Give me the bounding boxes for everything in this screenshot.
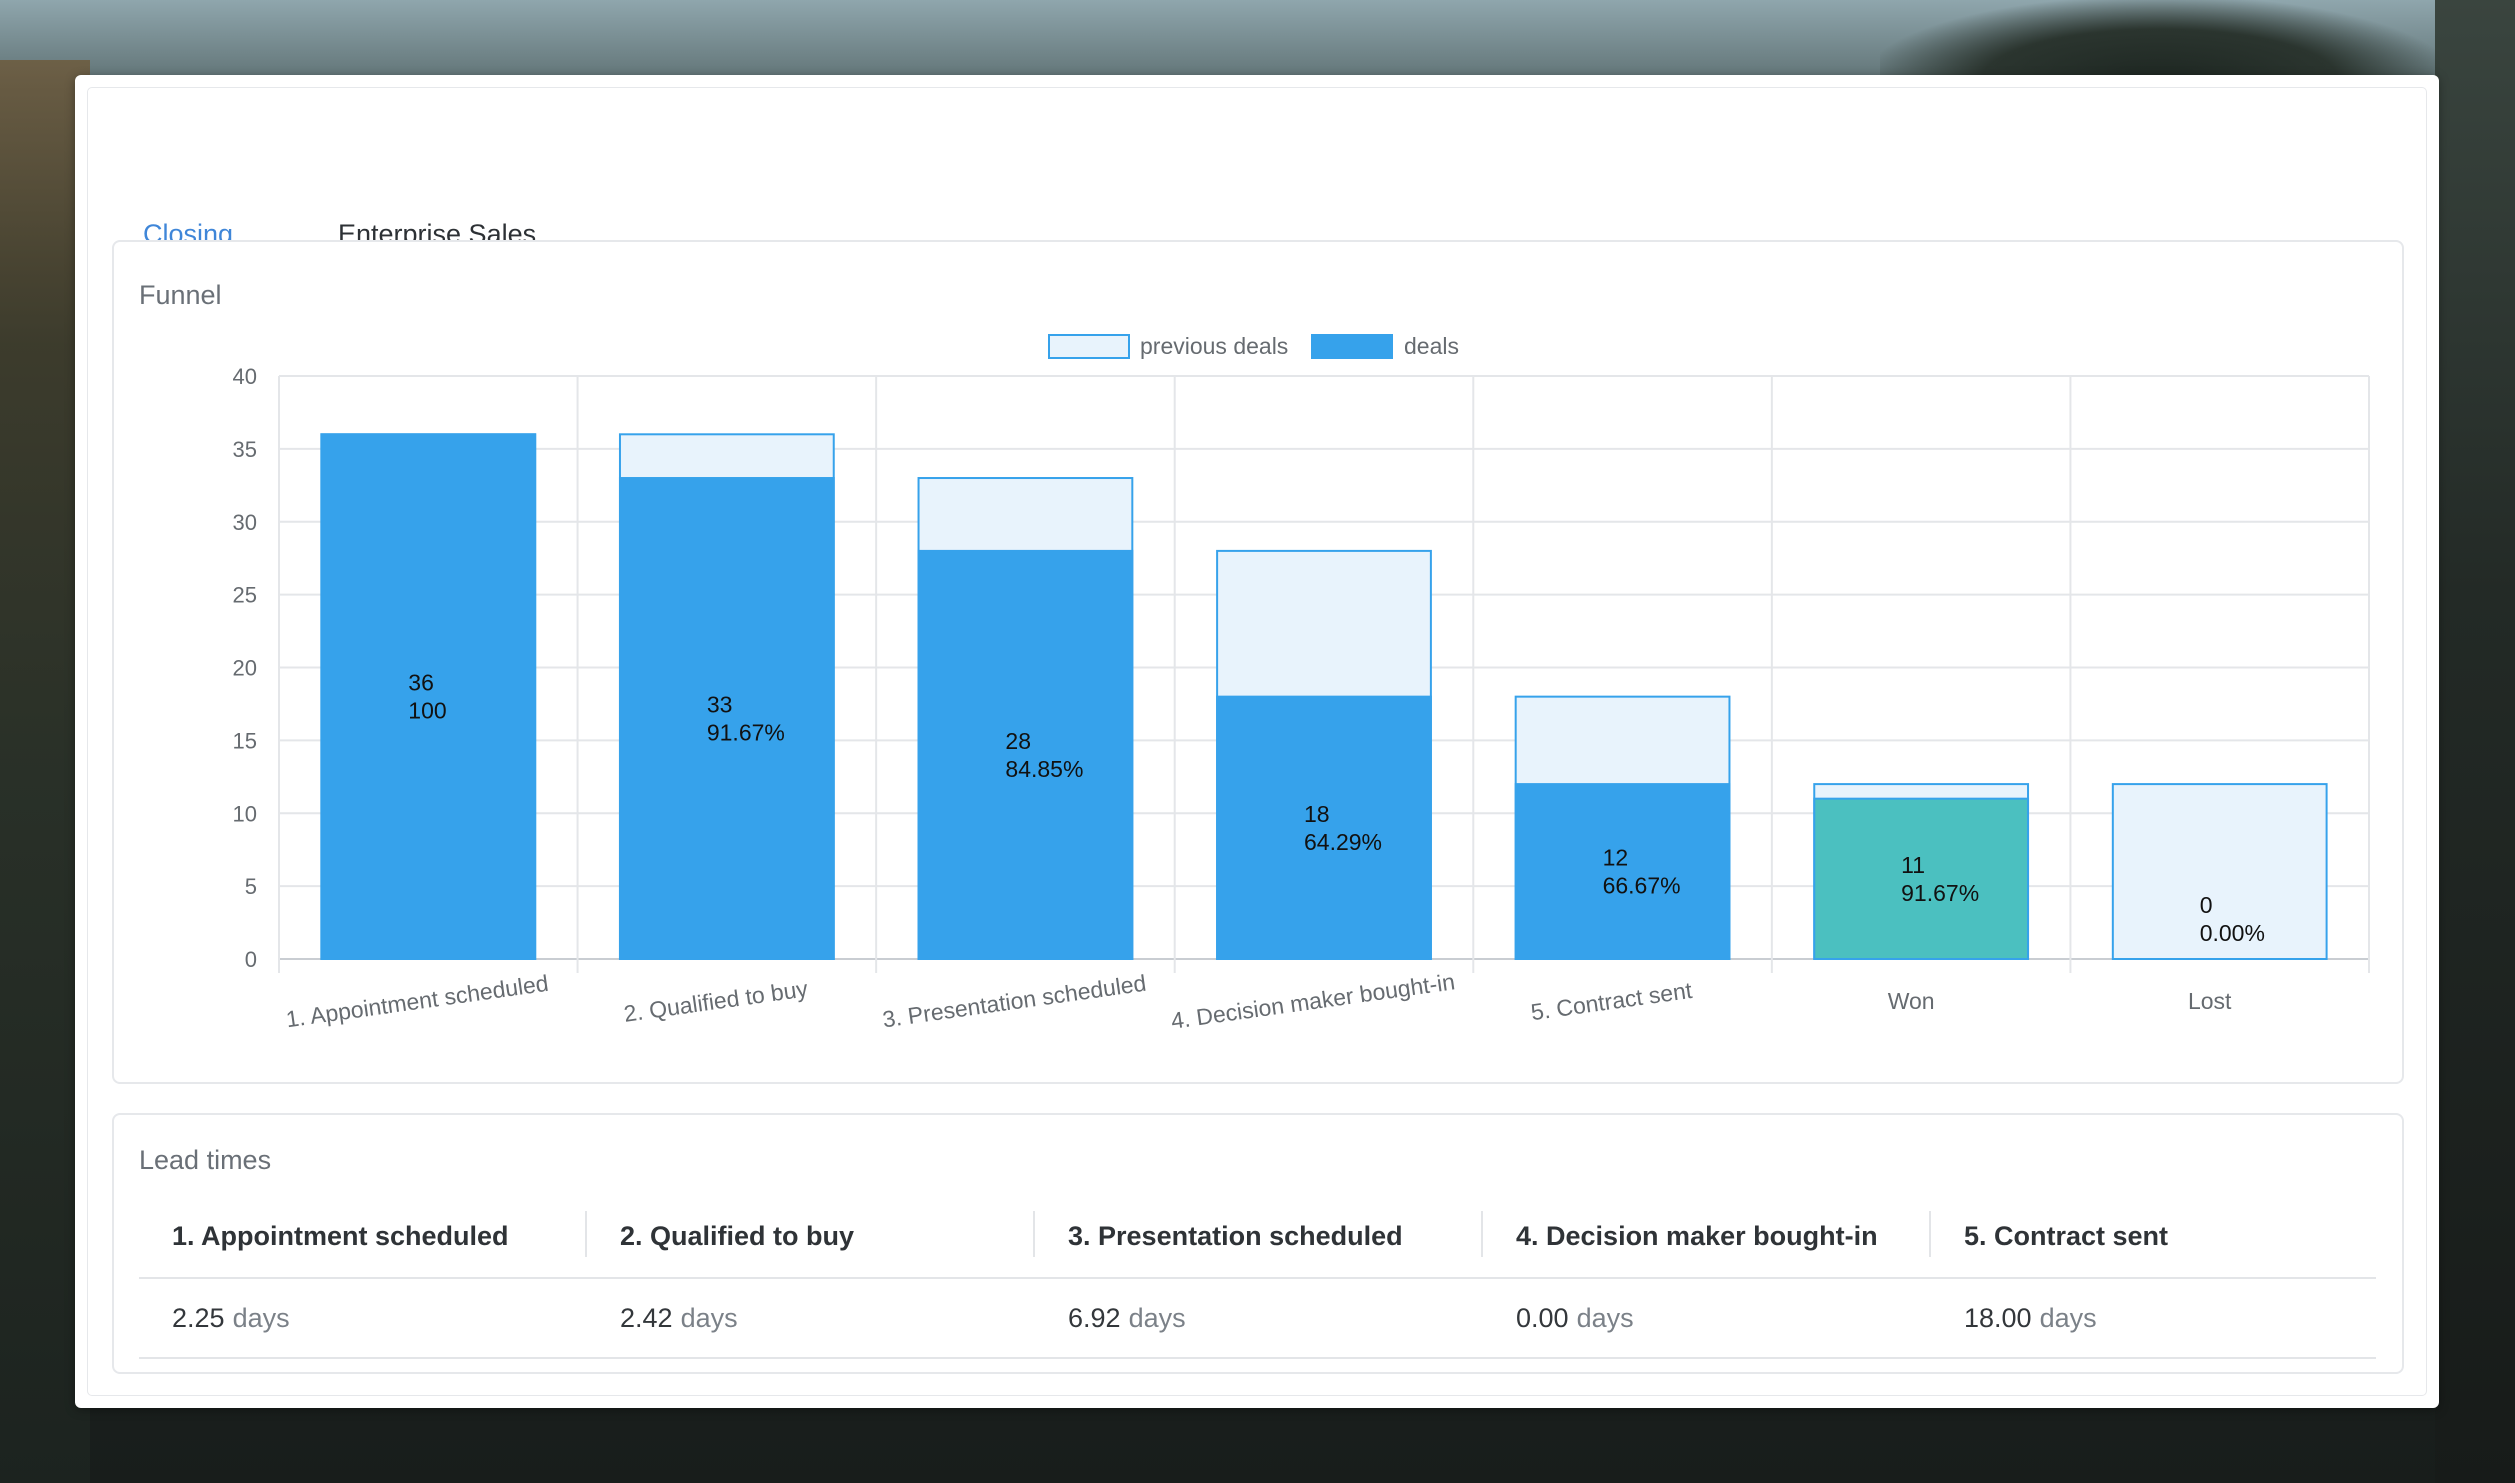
lead-time-cell: 2.25 days bbox=[139, 1279, 587, 1357]
funnel-card: Funnel 0 5 10 15 20 25 30 35 40 36 100 1. Appointme… bbox=[112, 240, 2404, 1084]
bar-percent-label: 84.85% bbox=[1005, 756, 1083, 782]
lead-time-value: 6.92 bbox=[1068, 1302, 1121, 1333]
legend-swatch-previous-deals bbox=[1048, 334, 1130, 359]
panel-frame bbox=[87, 87, 2427, 1396]
bar-deals bbox=[618, 477, 835, 960]
y-tick-label: 40 bbox=[233, 364, 257, 389]
lead-times-card: Lead times 1. Appointment scheduled 2. Q… bbox=[112, 1113, 2404, 1374]
bar-percent-label: 64.29% bbox=[1304, 829, 1382, 855]
bar-count-label: 11 bbox=[1901, 852, 1925, 878]
y-tick-label: 30 bbox=[233, 510, 257, 535]
y-tick-label: 15 bbox=[233, 728, 257, 753]
x-category-label: 2. Qualified to buy bbox=[622, 975, 810, 1027]
lead-time-cell: 6.92 days bbox=[1035, 1279, 1483, 1357]
lead-times-header-cell: 2. Qualified to buy bbox=[587, 1195, 1035, 1277]
lead-time-value: 2.42 bbox=[620, 1302, 673, 1333]
funnel-title: Funnel bbox=[139, 280, 222, 310]
lead-time-unit: days bbox=[680, 1302, 738, 1333]
legend-swatch-deals bbox=[1311, 334, 1393, 359]
x-category-label: 4. Decision maker bought-in bbox=[1169, 968, 1456, 1034]
bar-deals bbox=[1813, 797, 2030, 960]
bar-count-label: 0 bbox=[2200, 892, 2213, 918]
lead-time-unit: days bbox=[232, 1302, 290, 1333]
y-tick-label: 5 bbox=[245, 874, 257, 899]
lead-times-header-cell: 5. Contract sent bbox=[1964, 1220, 2169, 1251]
bar-percent-label: 66.67% bbox=[1603, 873, 1681, 899]
bar-deals bbox=[1216, 695, 1432, 960]
lead-times-header-row: 1. Appointment scheduled 2. Qualified to… bbox=[139, 1195, 2376, 1279]
lead-times-header-cell: 4. Decision maker bought-in bbox=[1483, 1195, 1931, 1277]
lead-times-title: Lead times bbox=[139, 1145, 272, 1175]
dashboard-panel: Closing Enterprise Sales Funnel 0 5 10 15 20… bbox=[75, 75, 2439, 1408]
legend-label-deals: deals bbox=[1404, 333, 1459, 359]
lead-time-cell: 0.00 days bbox=[1483, 1279, 1931, 1357]
lead-time-cell: 2.42 days bbox=[587, 1279, 1035, 1357]
bar-count-label: 28 bbox=[1005, 728, 1031, 754]
lead-time-value: 18.00 bbox=[1964, 1302, 2032, 1333]
x-category-label: Lost bbox=[2188, 988, 2232, 1014]
background-tree bbox=[1880, 0, 2440, 80]
bar-deals bbox=[320, 433, 537, 961]
lead-times-header-cell: 3. Presentation scheduled bbox=[1035, 1195, 1483, 1277]
bar-percent-label: 0.00% bbox=[2200, 920, 2265, 946]
y-tick-label: 10 bbox=[233, 801, 257, 826]
x-category-label: Won bbox=[1888, 988, 1935, 1014]
bar-deals bbox=[1514, 783, 1731, 960]
background-right bbox=[2435, 0, 2515, 1483]
lead-time-cell: 18.00 days bbox=[1931, 1279, 2379, 1357]
bar-count-label: 12 bbox=[1603, 845, 1629, 871]
y-tick-label: 35 bbox=[233, 437, 257, 462]
lead-time-value: 0.00 bbox=[1516, 1302, 1569, 1333]
bar-count-label: 18 bbox=[1304, 801, 1330, 827]
lead-time-unit: days bbox=[1128, 1302, 1186, 1333]
bar-percent-label: 91.67% bbox=[707, 720, 785, 746]
lead-time-unit: days bbox=[2039, 1302, 2097, 1333]
lead-time-unit: days bbox=[1576, 1302, 1634, 1333]
lead-times-value-row: 2.25 days 2.42 days 6.92 days 0.00 days 18.0… bbox=[139, 1279, 2376, 1359]
bar-percent-label: 100 bbox=[408, 698, 446, 724]
y-tick-label: 25 bbox=[233, 583, 257, 608]
bar-count-label: 36 bbox=[408, 670, 434, 696]
y-tick-label: 20 bbox=[233, 656, 257, 681]
bar-percent-label: 91.67% bbox=[1901, 880, 1979, 906]
bar-count-label: 33 bbox=[707, 692, 733, 718]
lead-times-header-cell: 1. Appointment scheduled bbox=[139, 1195, 587, 1277]
bar-deals bbox=[917, 549, 1134, 960]
lead-time-value: 2.25 bbox=[172, 1302, 225, 1333]
legend-label-previous-deals: previous deals bbox=[1140, 333, 1288, 359]
y-tick-label: 0 bbox=[245, 947, 257, 972]
bar-previous-deals bbox=[2111, 783, 2328, 960]
x-category-label: 3. Presentation scheduled bbox=[881, 970, 1148, 1033]
x-category-label: 5. Contract sent bbox=[1529, 977, 1694, 1025]
x-category-label: 1. Appointment scheduled bbox=[284, 970, 550, 1033]
